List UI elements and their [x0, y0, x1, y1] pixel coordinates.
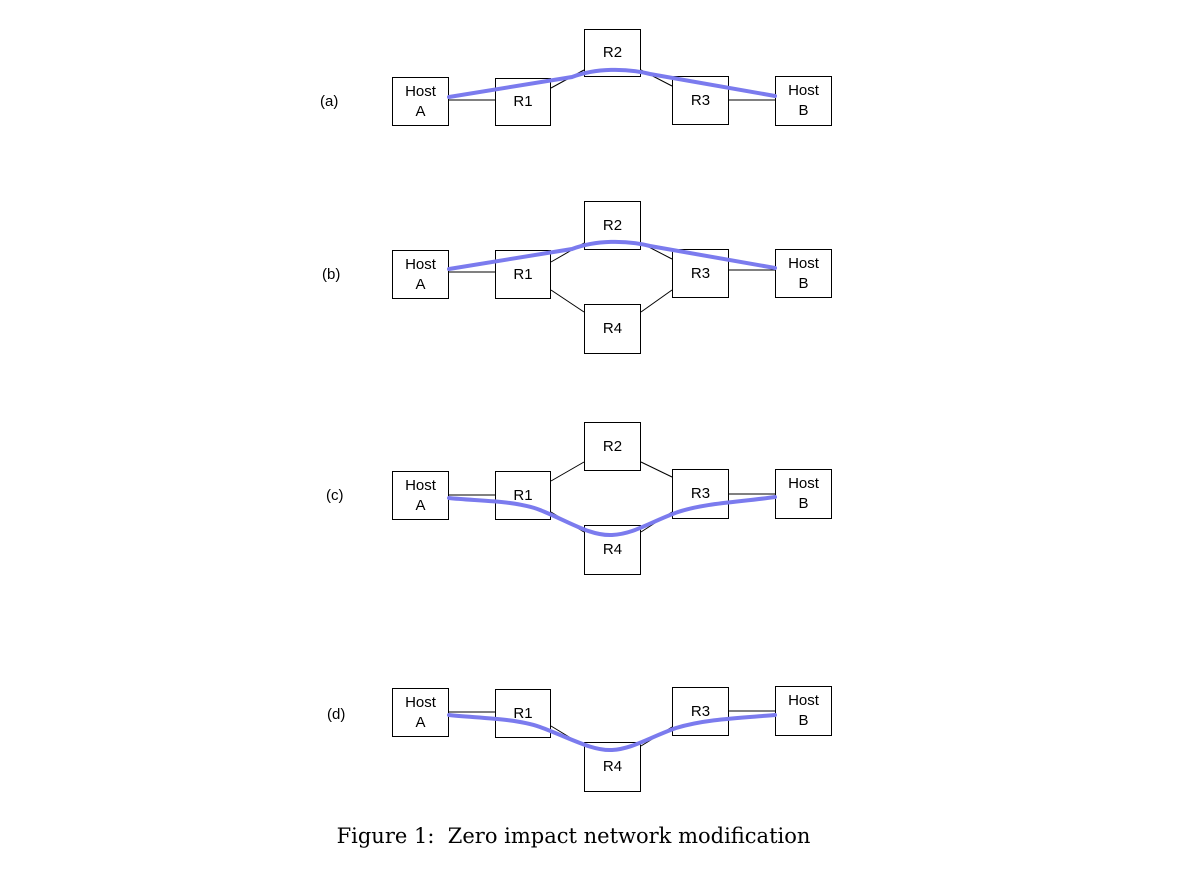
link-r1-r2: [550, 461, 585, 482]
host-a-line2: A: [415, 102, 426, 120]
figure-caption: Figure 1: Zero impact network modificati…: [0, 824, 1147, 848]
panel-label-d: (d): [327, 706, 346, 723]
router-r2-label: R2: [602, 437, 623, 455]
host-b-line2: B: [798, 495, 809, 512]
traffic-path-a: [447, 67, 777, 99]
host-b-box: Host B: [775, 76, 832, 126]
host-a-box: Host A: [392, 471, 449, 520]
router-r4-box: R4: [584, 742, 641, 792]
router-r3-label: R3: [690, 91, 711, 109]
host-b-line1: Host: [788, 254, 819, 272]
host-b-box: Host B: [775, 249, 832, 298]
host-b-line1: Host: [788, 82, 819, 99]
host-a-line1: Host: [405, 693, 436, 711]
link-r4-r3: [640, 289, 673, 313]
host-b-line1: Host: [788, 475, 819, 492]
traffic-path-b: [447, 239, 777, 271]
router-r3-label: R3: [690, 264, 711, 282]
router-r1-label: R1: [513, 93, 533, 110]
host-b-line2: B: [798, 102, 809, 119]
host-b-line1: Host: [788, 692, 819, 709]
host-a-line1: Host: [405, 255, 436, 273]
router-r2-label: R2: [602, 44, 623, 61]
host-b-line2: B: [798, 712, 809, 729]
router-r3-label: R3: [690, 485, 711, 502]
host-a-box: Host A: [392, 77, 449, 126]
host-b-box: Host B: [775, 686, 832, 736]
host-b-box: Host B: [775, 469, 832, 519]
host-a-line1: Host: [405, 82, 436, 100]
figure-caption-text: Zero impact network modification: [447, 824, 811, 848]
router-r3-label: R3: [690, 702, 711, 720]
host-a-box: Host A: [392, 688, 449, 737]
host-a-box: Host A: [392, 250, 449, 299]
link-r2-r3: [640, 461, 673, 478]
router-r4-label: R4: [602, 758, 623, 775]
router-r3-box: R3: [672, 469, 729, 519]
figure-caption-label: Figure 1:: [336, 824, 435, 848]
host-a-line2: A: [415, 496, 426, 514]
router-r2-label: R2: [602, 216, 623, 234]
router-r1-label: R1: [513, 486, 533, 504]
router-r4-label: R4: [602, 541, 623, 558]
host-a-line2: A: [415, 275, 426, 293]
panel-label-b: (b): [322, 266, 341, 283]
link-r1-r4: [550, 289, 585, 313]
panel-label-a: (a): [320, 93, 339, 110]
host-a-line2: A: [415, 713, 426, 731]
traffic-path-c: [447, 495, 777, 538]
router-r1-label: R1: [513, 704, 533, 722]
host-b-line2: B: [798, 274, 809, 292]
host-a-line1: Host: [405, 476, 436, 494]
router-r4-label: R4: [602, 320, 623, 337]
router-r2-box: R2: [584, 422, 641, 471]
panel-label-c: (c): [326, 487, 344, 504]
traffic-path-d: [447, 713, 777, 753]
router-r4-box: R4: [584, 304, 641, 354]
router-r1-box: R1: [495, 689, 551, 738]
router-r1-label: R1: [513, 265, 533, 283]
